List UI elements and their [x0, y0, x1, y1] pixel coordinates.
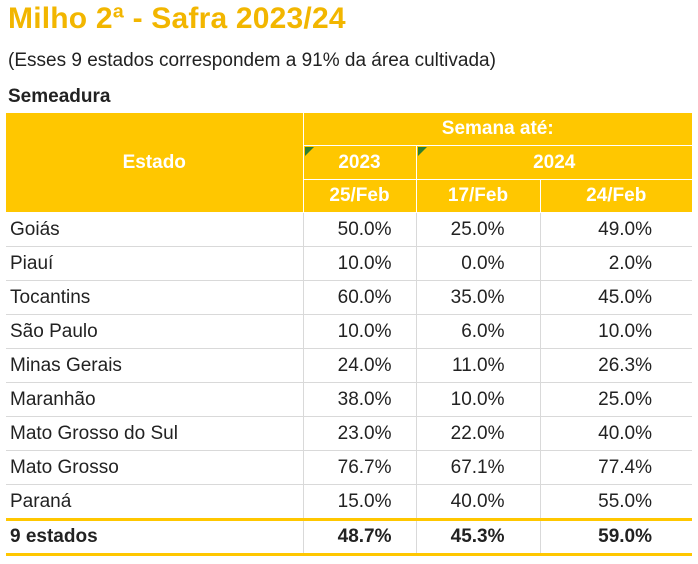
value-cell: 55.0%: [540, 484, 692, 520]
total-value: 45.3%: [416, 518, 541, 556]
header-year-2024-label: 2024: [533, 151, 576, 173]
value-cell: 10.0%: [540, 314, 692, 349]
page-subtitle: (Esses 9 estados correspondem a 91% da á…: [8, 50, 496, 71]
table-row: Mato Grosso do Sul 23.0% 22.0% 40.0%: [6, 416, 692, 451]
value-cell: 77.4%: [540, 450, 692, 485]
value-cell: 35.0%: [416, 280, 541, 315]
planting-progress-table: Estado Semana até: 2023 2024 25/Feb 17/F…: [6, 113, 692, 556]
table-row: Piauí 10.0% 0.0% 2.0%: [6, 246, 692, 281]
total-label: 9 estados: [6, 518, 304, 556]
state-name: Maranhão: [6, 382, 304, 417]
value-cell: 2.0%: [540, 246, 692, 281]
total-row: 9 estados 48.7% 45.3% 59.0%: [6, 518, 692, 556]
value-cell: 67.1%: [416, 450, 541, 485]
cell-comment-marker: [417, 147, 427, 156]
state-name: Mato Grosso do Sul: [6, 416, 304, 451]
header-date: 25/Feb: [302, 179, 417, 213]
state-name: Mato Grosso: [6, 450, 304, 485]
table-row: Mato Grosso 76.7% 67.1% 77.4%: [6, 450, 692, 485]
value-cell: 60.0%: [303, 280, 417, 315]
table-row: São Paulo 10.0% 6.0% 10.0%: [6, 314, 692, 349]
state-name: Tocantins: [6, 280, 304, 315]
value-cell: 6.0%: [416, 314, 541, 349]
value-cell: 15.0%: [303, 484, 417, 520]
total-value: 59.0%: [540, 518, 692, 556]
table-row: Minas Gerais 24.0% 11.0% 26.3%: [6, 348, 692, 383]
value-cell: 76.7%: [303, 450, 417, 485]
value-cell: 45.0%: [540, 280, 692, 315]
value-cell: 10.0%: [416, 382, 541, 417]
header-year-2024: 2024: [415, 145, 692, 180]
value-cell: 38.0%: [303, 382, 417, 417]
value-cell: 22.0%: [416, 416, 541, 451]
header-year-2023-label: 2023: [338, 151, 381, 173]
cell-comment-marker: [304, 147, 314, 156]
state-name: Minas Gerais: [6, 348, 304, 383]
table-row: Paraná 15.0% 40.0% 55.0%: [6, 484, 692, 520]
value-cell: 0.0%: [416, 246, 541, 281]
state-name: Paraná: [6, 484, 304, 520]
total-value: 48.7%: [303, 518, 417, 556]
header-year-2023: 2023: [302, 145, 417, 180]
header-semana: Semana até:: [302, 113, 692, 146]
state-name: São Paulo: [6, 314, 304, 349]
header-estado: Estado: [6, 113, 304, 213]
value-cell: 49.0%: [540, 212, 692, 247]
value-cell: 10.0%: [303, 246, 417, 281]
header-date: 24/Feb: [539, 179, 692, 213]
value-cell: 10.0%: [303, 314, 417, 349]
section-label: Semeadura: [8, 86, 111, 107]
table-row: Goiás 50.0% 25.0% 49.0%: [6, 212, 692, 247]
value-cell: 11.0%: [416, 348, 541, 383]
value-cell: 40.0%: [416, 484, 541, 520]
value-cell: 24.0%: [303, 348, 417, 383]
header-date: 17/Feb: [415, 179, 541, 213]
state-name: Piauí: [6, 246, 304, 281]
value-cell: 25.0%: [540, 382, 692, 417]
state-name: Goiás: [6, 212, 304, 247]
value-cell: 25.0%: [416, 212, 541, 247]
value-cell: 26.3%: [540, 348, 692, 383]
value-cell: 40.0%: [540, 416, 692, 451]
table-row: Maranhão 38.0% 10.0% 25.0%: [6, 382, 692, 417]
table-row: Tocantins 60.0% 35.0% 45.0%: [6, 280, 692, 315]
value-cell: 50.0%: [303, 212, 417, 247]
page-title: Milho 2ª - Safra 2023/24: [8, 2, 346, 35]
value-cell: 23.0%: [303, 416, 417, 451]
